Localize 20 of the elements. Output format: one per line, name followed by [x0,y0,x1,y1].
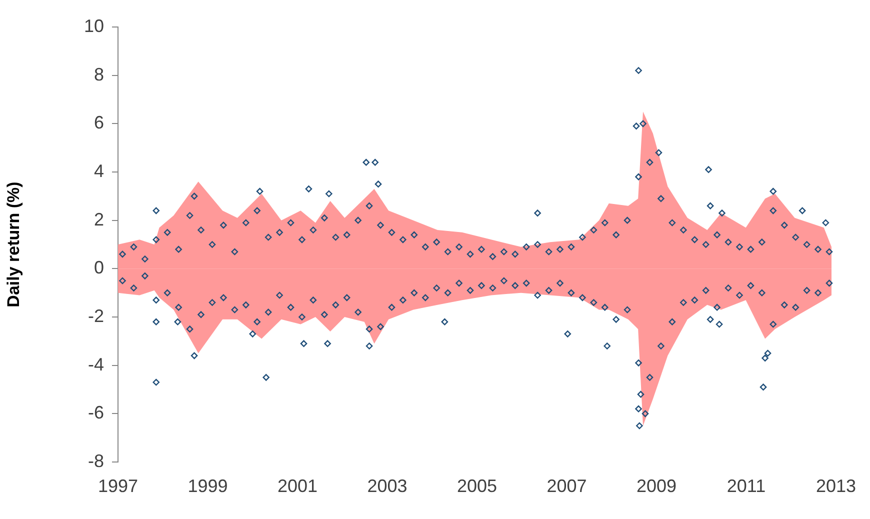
x-tick-label: 2011 [726,476,766,496]
y-tick-label: 10 [84,16,104,36]
x-tick-label: 2007 [546,476,587,496]
x-tick-label: 2009 [636,476,677,496]
y-tick-label: 4 [94,160,104,181]
x-tick-label: 1999 [188,476,228,496]
x-tick-label: 2001 [277,476,318,496]
y-tick-label: -2 [88,306,104,326]
x-tick-label: 1997 [98,476,138,496]
y-tick-label: 2 [94,209,104,230]
x-tick-label: 2003 [367,476,408,496]
x-tick-label: 2005 [456,476,498,496]
x-tick-label: 2013 [816,476,856,496]
y-axis-title: Daily return (%) [4,182,23,308]
y-tick-label: -6 [88,402,104,423]
y-tick-label: -4 [88,354,104,374]
y-tick-label: 6 [94,112,104,133]
y-tick-label: -8 [88,450,104,471]
y-tick-label: 0 [94,258,104,278]
y-tick-label: 8 [94,64,104,84]
